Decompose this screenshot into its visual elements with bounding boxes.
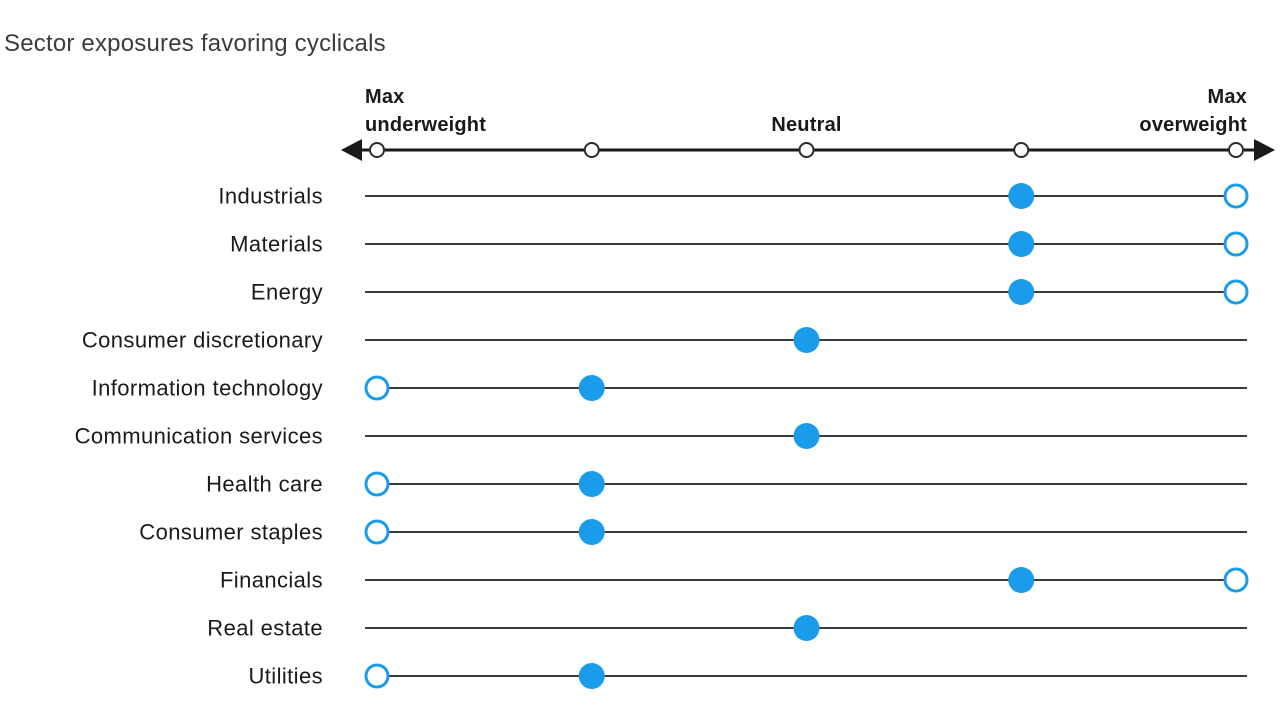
axis-tick	[369, 142, 385, 158]
row-label: Information technology	[92, 376, 323, 401]
row-label: Health care	[206, 472, 323, 497]
marker-filled-dot	[1008, 231, 1035, 257]
chart-row-materials: Materials	[230, 231, 1249, 257]
chart-row-health-care: Health care	[206, 471, 1247, 497]
chart-row-communication-services: Communication services	[75, 423, 1247, 449]
marker-filled-dot	[1008, 567, 1035, 593]
marker-filled-dot	[793, 615, 820, 641]
marker-open-circle	[364, 471, 390, 497]
row-label: Energy	[251, 280, 323, 305]
marker-open-circle	[364, 519, 390, 545]
marker-open-circle	[364, 663, 390, 689]
marker-filled-dot	[1008, 183, 1035, 209]
marker-open-circle	[1223, 567, 1249, 593]
chart-row-industrials: Industrials	[218, 183, 1249, 209]
marker-filled-dot	[578, 471, 605, 497]
scale-axis: Max underweight Neutral Max overweight	[341, 86, 1275, 161]
axis-tick	[583, 142, 600, 158]
row-label: Real estate	[207, 616, 323, 641]
marker-filled-dot	[793, 423, 820, 449]
chart-row-energy: Energy	[251, 279, 1249, 305]
axis-label-max-overweight: Max	[1207, 86, 1247, 108]
row-label: Materials	[230, 232, 323, 257]
axis-label-max-overweight: overweight	[1139, 114, 1247, 136]
axis-label-neutral: Neutral	[771, 114, 841, 136]
axis-arrow-left-icon	[341, 139, 362, 161]
marker-filled-dot	[793, 327, 820, 353]
marker-filled-dot	[578, 663, 605, 689]
axis-label-max-underweight: Max	[365, 86, 405, 108]
chart-row-information-technology: Information technology	[92, 375, 1247, 401]
marker-filled-dot	[578, 519, 605, 545]
row-label: Utilities	[249, 664, 324, 689]
marker-open-circle	[1223, 183, 1249, 209]
row-label: Consumer discretionary	[82, 328, 323, 353]
marker-open-circle	[364, 375, 390, 401]
page-title: Sector exposures favoring cyclicals	[4, 30, 386, 57]
marker-open-circle	[1223, 279, 1249, 305]
axis-tick	[798, 142, 815, 158]
chart-row-utilities: Utilities	[249, 663, 1247, 689]
axis-tick	[1228, 142, 1244, 158]
marker-filled-dot	[578, 375, 605, 401]
row-label: Financials	[220, 568, 323, 593]
chart-row-consumer-discretionary: Consumer discretionary	[82, 327, 1247, 353]
marker-filled-dot	[1008, 279, 1035, 305]
axis-label-max-underweight: underweight	[365, 114, 486, 136]
axis-tick	[1013, 142, 1030, 158]
row-label: Consumer staples	[139, 520, 323, 545]
row-label: Communication services	[75, 424, 323, 449]
row-label: Industrials	[218, 184, 323, 209]
marker-open-circle	[1223, 231, 1249, 257]
chart-row-financials: Financials	[220, 567, 1249, 593]
axis-arrow-right-icon	[1254, 139, 1275, 161]
chart-row-consumer-staples: Consumer staples	[139, 519, 1247, 545]
chart-row-real-estate: Real estate	[207, 615, 1247, 641]
